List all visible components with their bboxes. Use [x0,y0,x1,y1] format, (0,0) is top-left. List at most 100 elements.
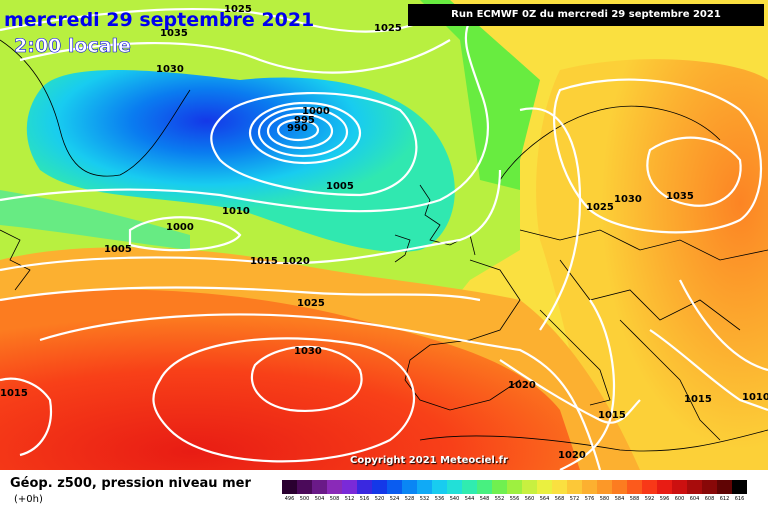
isobar-label: 1030 [156,64,184,75]
scale-step: 592 [642,480,657,502]
ireland-coast [394,234,411,263]
scale-step: 608 [702,480,717,502]
isobar-1015-east [649,329,768,412]
scale-swatch [567,480,582,494]
iberia-coast [404,379,521,411]
scale-step: 536 [432,480,447,502]
isobar-label: 1025 [297,298,325,309]
scale-tick-label: 588 [629,496,640,502]
isobar-1030-north [19,39,451,74]
scale-swatch [357,480,372,494]
scale-swatch [672,480,687,494]
border-lines [519,229,768,261]
france-coast [404,259,521,381]
scale-step: 500 [297,480,312,502]
run-info-box: Run ECMWF 0Z du mercredi 29 septembre 20… [408,4,764,26]
scale-swatch [462,480,477,494]
scale-step: 600 [672,480,687,502]
scale-step: 540 [447,480,462,502]
isobar-label: 1005 [104,244,132,255]
field-cyan-band [0,190,190,250]
scale-swatch [732,480,747,494]
isobar-995-low [257,106,349,158]
scale-tick-label: 528 [404,496,415,502]
isobar-label: 1025 [586,202,614,213]
isobar-label: 1020 [282,256,310,267]
scale-step: 504 [312,480,327,502]
isobar-labels: 1025 1035 1030 1025 1000 995 990 1005 10… [0,4,768,461]
scale-step: 520 [372,480,387,502]
scale-step: 524 [387,480,402,502]
scale-step: 584 [612,480,627,502]
copyright-text: Copyright 2021 Meteociel.fr [350,455,508,466]
scale-tick-label: 544 [464,496,475,502]
scale-tick-label: 508 [329,496,340,502]
isobar-label: 1030 [294,346,322,357]
isobar-1025-south [39,313,602,470]
isobar-label: 1030 [614,194,642,205]
border-lines-2 [559,259,741,331]
north-africa-coast [419,429,768,452]
isobar-985-low [276,118,320,142]
scale-step: 544 [462,480,477,502]
isobar-label: 1000 [166,222,194,233]
isobar-1020-med [499,359,641,424]
scale-swatch [342,480,357,494]
scale-step: 568 [552,480,567,502]
scale-step: 556 [507,480,522,502]
isobar-label: 1025 [374,23,402,34]
low-pressure-field [26,70,455,252]
isobar-1005-low [210,92,418,197]
scale-swatch [417,480,432,494]
isobar-1000-low [248,101,362,165]
scale-step: 612 [717,480,732,502]
coastlines [0,39,768,452]
isobar-1010 [0,19,489,213]
scale-tick-label: 576 [584,496,595,502]
weather-map-svg: 1025 1035 1030 1025 1000 995 990 1005 10… [0,0,768,470]
isobars [0,4,768,470]
scale-step: 496 [282,480,297,502]
scale-tick-label: 612 [719,496,730,502]
scale-swatch [327,480,342,494]
scale-step: 616 [732,480,747,502]
scale-tick-label: 600 [674,496,685,502]
scale-step: 564 [537,480,552,502]
scale-tick-label: 564 [539,496,550,502]
scale-tick-label: 592 [644,496,655,502]
isobar-1015-west [0,377,53,457]
scale-swatch [537,480,552,494]
scale-tick-label: 536 [434,496,445,502]
scale-step: 576 [582,480,597,502]
scale-step: 532 [417,480,432,502]
isobar-1020 [0,286,481,302]
scale-swatch [642,480,657,494]
isobar-1015 [0,169,502,272]
scale-tick-label: 496 [284,496,295,502]
scale-tick-label: 524 [389,496,400,502]
scale-swatch [687,480,702,494]
scale-swatch [552,480,567,494]
scale-swatch [312,480,327,494]
scale-step: 548 [477,480,492,502]
isobar-label: 1015 [0,388,28,399]
isobar-1000-west [128,216,242,252]
scale-step: 580 [597,480,612,502]
isobar-1010-east [679,279,768,372]
isobar-1035-east [646,136,742,207]
isobar-label: 1000 [302,106,330,117]
scale-tick-label: 568 [554,496,565,502]
scale-tick-label: 552 [494,496,505,502]
scale-step: 560 [522,480,537,502]
isobar-label: 1015 [598,410,626,421]
legend-subtitle: (+0h) [14,494,43,505]
scale-tick-label: 548 [479,496,490,502]
time-title: 2:00 locale [14,35,131,57]
scale-swatch [612,480,627,494]
color-scale: 496 500 504 508 512 516 520 524 528 532 536 540 544 5… [282,480,747,502]
isobar-label: 995 [294,115,315,126]
scale-swatch [492,480,507,494]
scale-tick-label: 540 [449,496,460,502]
legend-footer: Géop. z500, pression niveau mer (+0h) 49… [0,470,768,512]
